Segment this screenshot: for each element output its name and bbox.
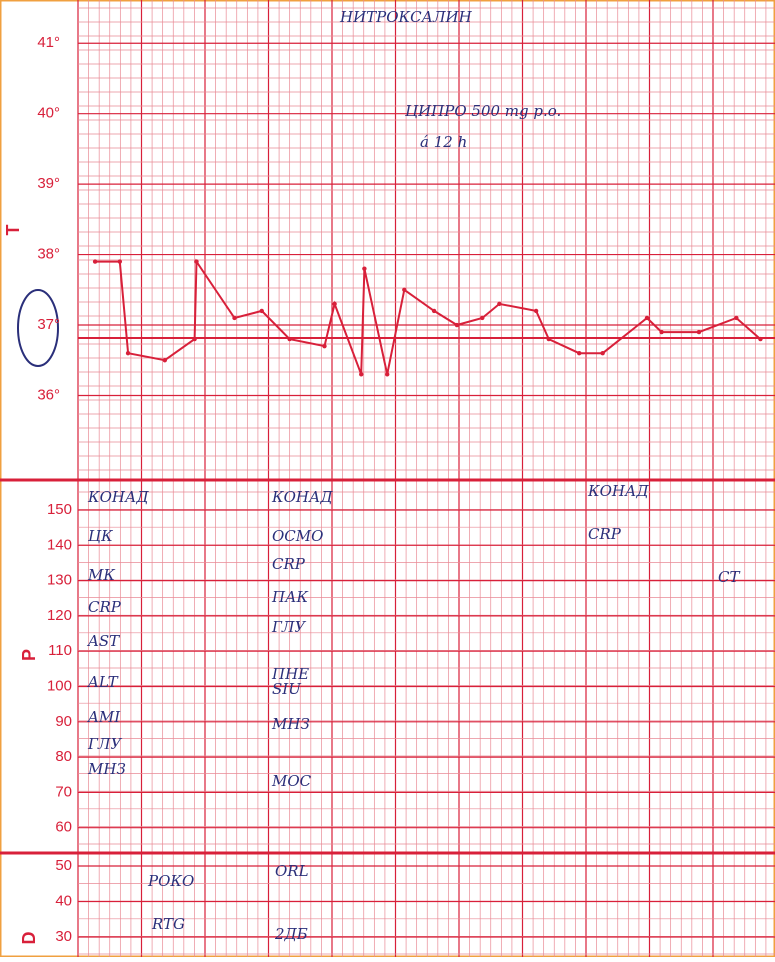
handwritten-note: КОНАД [87, 488, 149, 506]
temperature-point [480, 316, 484, 320]
temperature-point [192, 337, 196, 341]
handwritten-note: КОНАД [271, 488, 333, 506]
handwritten-note: á 12 h [420, 133, 467, 151]
tick-label: 60 [55, 819, 72, 836]
tick-label: 100 [47, 677, 72, 694]
temperature-point [93, 259, 97, 263]
handwritten-note: ПАК [271, 588, 308, 606]
temperature-point [600, 351, 604, 355]
temperature-point [697, 330, 701, 334]
handwritten-note: МК [87, 566, 115, 584]
axis-label: T [3, 225, 23, 236]
tick-label: 130 [47, 572, 72, 589]
handwritten-note: 2ДБ [274, 925, 308, 943]
handwritten-note: ЦИПРО 500 mg p.o. [405, 102, 561, 120]
tick-label: 140 [47, 536, 72, 553]
temperature-point [659, 330, 663, 334]
temperature-point [232, 316, 236, 320]
temperature-point [359, 372, 363, 376]
axis-label: P [19, 649, 39, 661]
temperature-sheet: T P D 36° 37° 38° 39° 40° 41° 150 140 130 120 110 1… [0, 0, 775, 957]
handwritten-note: CRP [588, 525, 622, 543]
temperature-point [322, 344, 326, 348]
handwritten-note: ОСМО [272, 527, 323, 545]
temperature-point [126, 351, 130, 355]
temperature-point [577, 351, 581, 355]
temperature-point [547, 337, 551, 341]
temperature-point [385, 372, 389, 376]
temperature-point [260, 309, 264, 313]
temperature-point [758, 337, 762, 341]
temperature-point [645, 316, 649, 320]
tick-label: 80 [55, 748, 72, 765]
y-tick-label: 41° [37, 34, 60, 51]
temperature-point [118, 259, 122, 263]
handwritten-note: МНЗ [87, 760, 126, 778]
handwritten-note: НИТРОКСАЛИН [339, 8, 473, 26]
handwritten-note: CRP [272, 555, 306, 573]
handwritten-note: ГЛУ [87, 735, 122, 753]
handwritten-note: AMI [86, 708, 121, 726]
tick-label: 90 [55, 713, 72, 730]
tick-label: 40 [55, 892, 72, 909]
handwritten-note: CRP [88, 598, 122, 616]
temperature-point [402, 288, 406, 292]
handwritten-note: AST [86, 632, 120, 650]
handwritten-note: МНЗ [271, 715, 310, 733]
handwritten-note: ЦК [88, 527, 113, 545]
temperature-point [455, 323, 459, 327]
y-tick-label: 36° [37, 386, 60, 403]
tick-label: 150 [47, 501, 72, 518]
temperature-point [163, 358, 167, 362]
handwritten-note: RTG [151, 915, 185, 933]
handwritten-note: КОНАД [587, 482, 649, 500]
temperature-point [194, 259, 198, 263]
handwritten-note: CT [718, 568, 740, 586]
y-tick-label: 37° [37, 316, 60, 333]
temperature-point [332, 302, 336, 306]
temperature-point [287, 337, 291, 341]
temperature-point [432, 309, 436, 313]
temperature-point [734, 316, 738, 320]
temperature-point [497, 302, 501, 306]
y-tick-label: 40° [37, 105, 60, 122]
temperature-point [362, 266, 366, 270]
y-tick-label: 38° [37, 246, 60, 263]
y-tick-label: 39° [37, 175, 60, 192]
handwritten-note: ГЛУ [271, 618, 306, 636]
axis-label: D [19, 932, 39, 945]
tick-label: 120 [47, 607, 72, 624]
handwritten-note: МОС [271, 772, 312, 790]
handwritten-note: ALT [86, 673, 119, 691]
tick-label: 30 [55, 928, 72, 945]
tick-label: 110 [48, 642, 72, 659]
handwritten-note: SIU [272, 680, 302, 698]
tick-label: 50 [55, 857, 72, 874]
tick-label: 70 [55, 783, 72, 800]
handwritten-note: ORL [275, 862, 309, 880]
handwritten-note: РОКО [147, 872, 194, 890]
temperature-point [534, 309, 538, 313]
